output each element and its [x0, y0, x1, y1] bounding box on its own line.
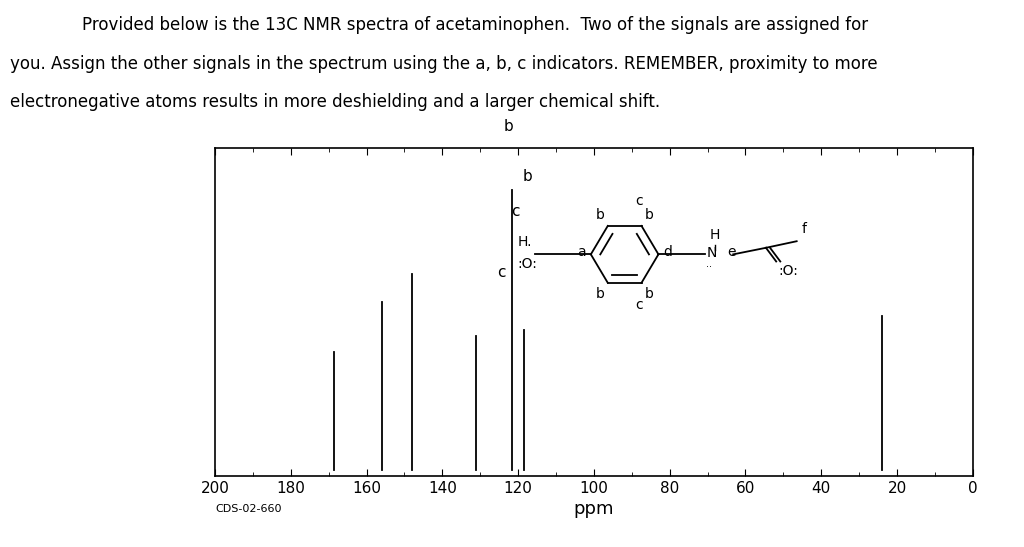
- Text: b: b: [596, 207, 604, 222]
- Text: :O:: :O:: [778, 264, 799, 278]
- Text: CDS-02-660: CDS-02-660: [215, 504, 282, 514]
- Text: c: c: [511, 204, 519, 219]
- Text: b: b: [645, 287, 653, 301]
- Text: b: b: [522, 169, 532, 184]
- Text: ..: ..: [706, 259, 712, 269]
- Text: c: c: [635, 298, 642, 312]
- Text: b: b: [596, 287, 604, 301]
- Text: b: b: [645, 207, 653, 222]
- Text: you. Assign the other signals in the spectrum using the a, b, c indicators. REME: you. Assign the other signals in the spe…: [10, 55, 878, 73]
- Text: c: c: [635, 194, 642, 208]
- Text: H.: H.: [518, 235, 532, 249]
- Text: b: b: [504, 119, 514, 134]
- Text: c: c: [497, 265, 506, 280]
- Text: H: H: [710, 228, 720, 242]
- Text: d: d: [664, 245, 673, 259]
- Text: e: e: [727, 245, 735, 259]
- Text: :O:: :O:: [518, 257, 538, 271]
- Text: f: f: [802, 222, 807, 236]
- Text: electronegative atoms results in more deshielding and a larger chemical shift.: electronegative atoms results in more de…: [10, 93, 660, 111]
- Text: N: N: [707, 246, 717, 260]
- Text: a: a: [578, 245, 586, 259]
- X-axis label: ppm: ppm: [573, 500, 614, 518]
- Text: Provided below is the 13C NMR spectra of acetaminophen.  Two of the signals are : Provided below is the 13C NMR spectra of…: [82, 16, 868, 34]
